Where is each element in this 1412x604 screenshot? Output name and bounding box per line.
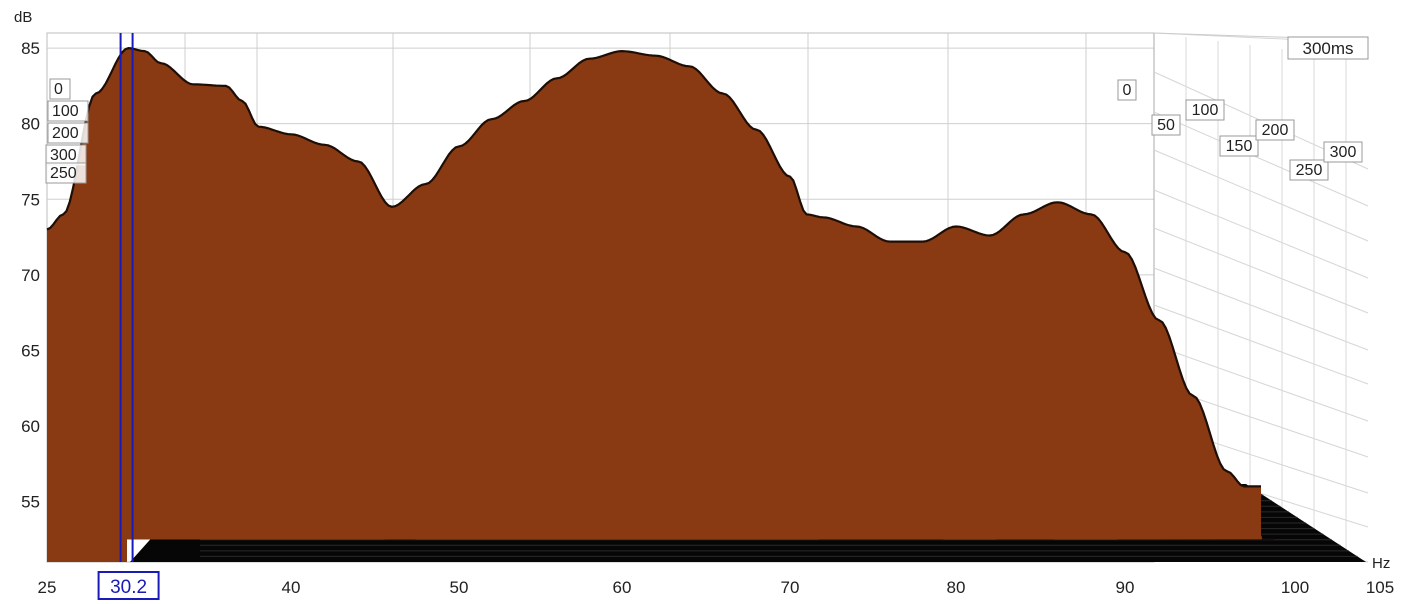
time-tick-label-left: 200 bbox=[47, 122, 89, 144]
x-tick-label: 25 bbox=[38, 578, 57, 597]
x-tick-label: 70 bbox=[781, 578, 800, 597]
x-tick-labels: 25 40 50 60 70 80 90 100 105 bbox=[38, 578, 1395, 597]
x-tick-label: 40 bbox=[282, 578, 301, 597]
y-tick-label: 65 bbox=[21, 341, 40, 360]
x-tick-label: 100 bbox=[1281, 578, 1309, 597]
time-tick-label-left: 250 bbox=[45, 162, 87, 184]
x-tick-label: 90 bbox=[1116, 578, 1135, 597]
svg-text:100: 100 bbox=[1192, 102, 1219, 119]
time-axis-label-group: 300ms bbox=[1287, 36, 1369, 60]
time-tick-label-right: 50 bbox=[1151, 114, 1181, 136]
time-tick-label-left: 300 bbox=[45, 144, 87, 166]
time-tick-label-left: 100 bbox=[47, 100, 89, 122]
x-tick-label: 80 bbox=[947, 578, 966, 597]
x-tick-label: 105 bbox=[1366, 578, 1394, 597]
time-tick-label-right: 150 bbox=[1219, 135, 1259, 157]
svg-text:100: 100 bbox=[52, 103, 79, 120]
svg-text:200: 200 bbox=[52, 125, 79, 142]
svg-text:300: 300 bbox=[1330, 144, 1357, 161]
time-tick-label-right: 300 bbox=[1323, 141, 1363, 163]
svg-text:30.2: 30.2 bbox=[110, 577, 147, 598]
time-tick-label-right: 250 bbox=[1289, 159, 1329, 181]
y-tick-label: 60 bbox=[21, 417, 40, 436]
time-tick-label-right: 100 bbox=[1185, 99, 1225, 121]
y-axis-unit: dB bbox=[14, 9, 32, 26]
waterfall-surface bbox=[46, 47, 1275, 562]
svg-text:300: 300 bbox=[50, 147, 77, 164]
y-tick-label: 75 bbox=[21, 190, 40, 209]
svg-text:50: 50 bbox=[1157, 117, 1175, 134]
y-tick-label: 55 bbox=[21, 493, 40, 512]
y-tick-labels: 85 80 75 70 65 60 55 bbox=[21, 39, 40, 511]
cursor-frequency-label[interactable]: 30.2 bbox=[97, 571, 160, 600]
time-axis-label: 300ms bbox=[1302, 39, 1353, 58]
x-axis-unit: Hz bbox=[1372, 555, 1390, 572]
svg-text:0: 0 bbox=[1123, 82, 1132, 99]
time-tick-label-left: 0 bbox=[49, 78, 71, 100]
svg-text:0: 0 bbox=[54, 81, 63, 98]
y-tick-label: 80 bbox=[21, 115, 40, 134]
x-tick-label: 60 bbox=[613, 578, 632, 597]
svg-text:150: 150 bbox=[1226, 138, 1253, 155]
svg-text:250: 250 bbox=[1296, 162, 1323, 179]
frequency-cursor[interactable]: 30.2 bbox=[97, 33, 160, 600]
svg-text:250: 250 bbox=[50, 165, 77, 182]
y-tick-label: 85 bbox=[21, 39, 40, 58]
time-tick-label-right: 200 bbox=[1255, 119, 1295, 141]
svg-text:200: 200 bbox=[1262, 122, 1289, 139]
time-tick-label-right: 0 bbox=[1117, 79, 1137, 101]
x-tick-label: 50 bbox=[450, 578, 469, 597]
y-tick-label: 70 bbox=[21, 266, 40, 285]
